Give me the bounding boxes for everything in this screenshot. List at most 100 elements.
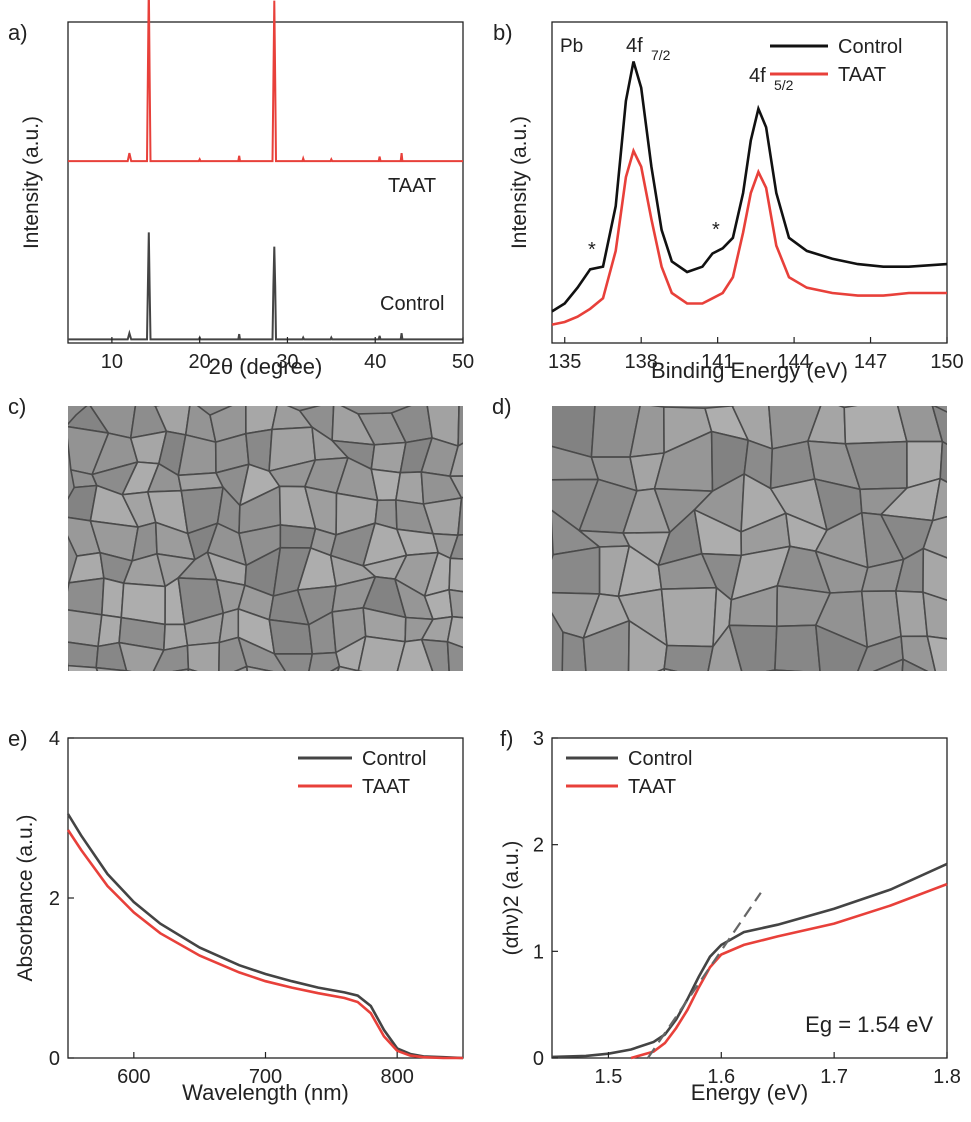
legend-label-control: Control [628, 748, 692, 770]
sem-grain [187, 668, 198, 671]
sem-grain [663, 644, 714, 671]
x-tick-label: 30 [276, 351, 298, 373]
sem-grain [707, 624, 743, 671]
sem-grain [97, 614, 123, 648]
sem-grain [814, 624, 869, 671]
sem-grain [926, 635, 947, 671]
sem-grain [922, 547, 947, 602]
sem-grain [237, 636, 287, 671]
sem-grain [118, 641, 165, 671]
sem-grain [95, 666, 128, 671]
x-tick-label: 10 [101, 351, 123, 373]
series-line-taat [630, 882, 948, 1060]
y-axis-title-b: Intensity (a.u.) [508, 116, 531, 249]
series-line-taat [551, 147, 947, 326]
sem-grain [931, 477, 947, 522]
y-tick-label: 2 [533, 835, 544, 857]
legend-label-control: Control [838, 36, 902, 58]
sem-grain [233, 665, 249, 671]
panel-label-d: d) [492, 394, 512, 419]
x-tick-label: 700 [249, 1066, 282, 1088]
legend-label-control: Control [362, 748, 426, 770]
x-tick-label: 141 [701, 351, 734, 373]
x-tick-label: 40 [364, 351, 386, 373]
chart-f-frame [551, 737, 948, 1059]
sem-grain [660, 586, 718, 648]
x-axis-title-e: Wavelength (nm) [182, 1080, 349, 1105]
sem-grain [68, 609, 103, 648]
sem-grain [337, 665, 360, 671]
sem-grain-texture-control [68, 406, 463, 671]
sem-grain [177, 434, 217, 477]
sem-grain [552, 546, 601, 595]
sem-grain [246, 665, 274, 671]
series-label-taat: TAAT [388, 175, 436, 197]
bandgap-annotation: Eg = 1.54 eV [805, 1012, 933, 1037]
panel-label-b: b) [493, 20, 513, 45]
sem-grain [172, 668, 190, 671]
y-tick-label: 4 [49, 728, 60, 750]
x-tick-label: 800 [380, 1066, 413, 1088]
sem-image-control [68, 406, 463, 671]
sem-grain [449, 533, 463, 560]
sem-image-taat [552, 406, 947, 671]
sem-grain [420, 638, 450, 671]
sem-grain [449, 442, 463, 477]
sem-grain [449, 475, 463, 499]
sem-grain [765, 669, 777, 671]
annotation-star-2: * [712, 219, 720, 241]
y-tick-label: 0 [533, 1048, 544, 1070]
sem-grain [939, 440, 947, 483]
x-tick-label: 1.8 [933, 1066, 961, 1088]
x-tick-label: 144 [777, 351, 810, 373]
sem-grain [843, 406, 908, 445]
sem-grain [922, 515, 947, 559]
sem-grain [457, 496, 463, 536]
sem-grain [774, 624, 821, 671]
series-line-control [551, 862, 948, 1059]
sem-grain [446, 641, 463, 671]
x-tick-label: 1.6 [707, 1066, 735, 1088]
sem-grain [68, 664, 99, 671]
scale-bar-inset [262, 673, 268, 677]
legend-label-taat: TAAT [628, 776, 676, 798]
y-tick-label: 1 [533, 941, 544, 963]
sem-grain [68, 577, 105, 616]
y-axis-title-f: (αhν)2 (a.u.) [500, 841, 523, 956]
sem-grain [894, 590, 929, 638]
panel-label-f: f) [500, 726, 513, 751]
x-tick-label: 150 [930, 351, 963, 373]
x-tick-label: 600 [117, 1066, 150, 1088]
annotation-pb: Pb [560, 36, 583, 57]
sem-grain [561, 631, 587, 671]
sem-grain [922, 591, 947, 640]
sem-grain [582, 620, 630, 671]
y-tick-label: 3 [533, 728, 544, 750]
panel-label-e: e) [8, 726, 28, 751]
annotation-4f72: 4f [626, 35, 643, 57]
x-axis-title-f: Energy (eV) [691, 1080, 808, 1105]
sem-grain [457, 406, 463, 447]
sem-grain [931, 406, 947, 446]
annotation-4f72-sub: 7/2 [651, 47, 671, 63]
sem-grain-texture-taat [552, 406, 947, 671]
x-tick-label: 50 [452, 351, 474, 373]
series-line-taat [68, 0, 463, 163]
sem-grain [448, 557, 463, 593]
x-axis-title-b: Binding Energy (eV) [651, 358, 848, 383]
scale-bar-inset [742, 673, 748, 677]
panel-label-a: a) [8, 20, 28, 45]
panel-label-c: c) [8, 394, 26, 419]
sem-grain [100, 577, 125, 619]
annotation-star-1: * [588, 239, 596, 261]
series-line-control [66, 813, 464, 1060]
x-tick-label: 1.7 [820, 1066, 848, 1088]
sem-grain [395, 471, 425, 505]
y-tick-label: 2 [49, 888, 60, 910]
x-tick-label: 147 [854, 351, 887, 373]
chart-a-frame [67, 21, 464, 344]
sem-grain [774, 669, 804, 671]
y-axis-title-a: Intensity (a.u.) [20, 116, 43, 249]
y-tick-label: 0 [49, 1048, 60, 1070]
legend-label-taat: TAAT [362, 776, 410, 798]
